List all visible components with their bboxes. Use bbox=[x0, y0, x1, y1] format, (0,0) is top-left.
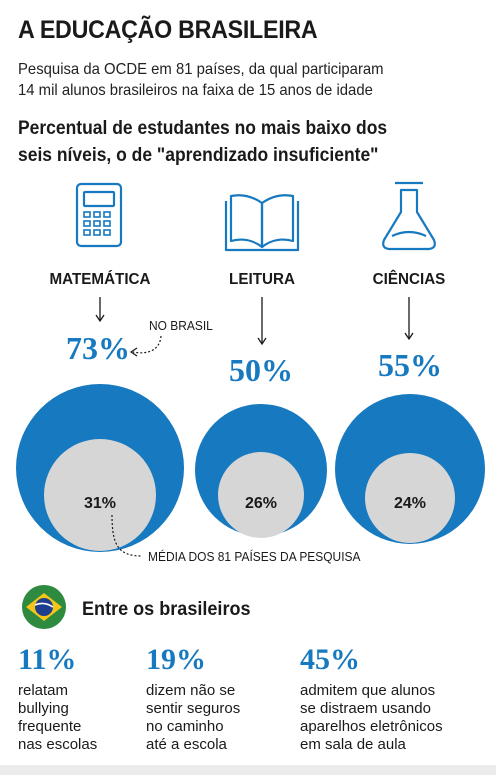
value-brasil-leitura: 50% bbox=[229, 352, 293, 388]
subject-label-matematica: MATEMÁTICA bbox=[49, 271, 151, 288]
question-line-2: seis níveis, o de "aprendizado insuficie… bbox=[18, 145, 379, 166]
stat-value-seguranca: 19% bbox=[146, 643, 206, 676]
media-bubble-ciencias bbox=[365, 453, 455, 543]
brazilians-heading: Entre os brasileiros bbox=[82, 599, 251, 620]
page-title: A EDUCAÇÃO BRASILEIRA bbox=[18, 16, 318, 44]
stat-desc-seguranca: dizem não se sentir seguros no caminho a… bbox=[146, 682, 241, 753]
annotation-arrows bbox=[111, 335, 162, 557]
subtitle-line-1: Pesquisa da OCDE em 81 países, da qual p… bbox=[18, 61, 384, 78]
flask-icon bbox=[382, 181, 436, 251]
media-bubble-leitura bbox=[218, 452, 304, 538]
note-brasil: NO BRASIL bbox=[149, 318, 213, 333]
value-brasil-ciencias: 55% bbox=[378, 347, 442, 383]
chart-bubbles bbox=[16, 384, 485, 552]
value-brasil-matematica: 73% bbox=[66, 330, 130, 366]
stat-desc-distracao: admitem que alunos se distraem usando ap… bbox=[300, 682, 443, 753]
subject-arrows bbox=[95, 297, 414, 346]
subject-label-leitura: LEITURA bbox=[229, 271, 295, 288]
media-bubble-matematica bbox=[44, 439, 156, 551]
open-book-icon bbox=[224, 194, 300, 252]
stat-desc-bullying: relatam bullying frequente nas escolas bbox=[18, 682, 98, 753]
bottom-divider bbox=[0, 765, 496, 775]
calculator-icon bbox=[75, 182, 123, 248]
value-media-matematica: 31% bbox=[83, 495, 117, 512]
brazil-flag-icon bbox=[22, 585, 66, 629]
question-line-1: Percentual de estudantes no mais baixo d… bbox=[18, 118, 388, 139]
subtitle-line-2: 14 mil alunos brasileiros na faixa de 15… bbox=[18, 82, 373, 99]
stat-value-bullying: 11% bbox=[18, 643, 77, 676]
note-media: MÉDIA DOS 81 PAÍSES DA PESQUISA bbox=[148, 549, 361, 564]
value-media-leitura: 26% bbox=[244, 495, 278, 512]
stat-value-distracao: 45% bbox=[300, 643, 360, 676]
subject-label-ciencias: CIÊNCIAS bbox=[372, 271, 446, 288]
value-media-ciencias: 24% bbox=[393, 495, 427, 512]
